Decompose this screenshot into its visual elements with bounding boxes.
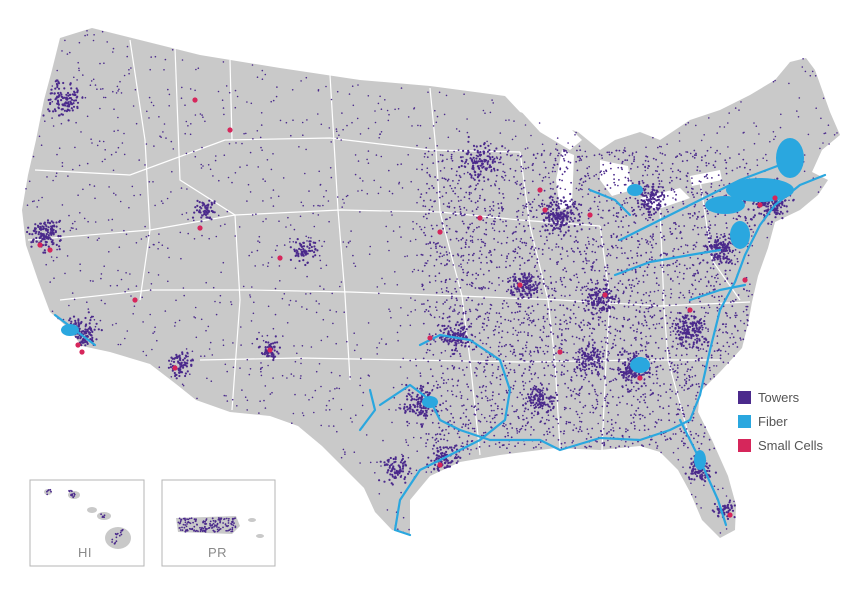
fiber-northeast-cluster: [61, 138, 804, 470]
legend-item-towers: Towers: [738, 386, 823, 408]
legend-label-small-cells: Small Cells: [758, 437, 824, 453]
hawaii-tower-dots: [46, 488, 124, 545]
legend-label-fiber: Fiber: [758, 413, 788, 429]
legend-item-small-cells: Small Cells: [738, 434, 823, 456]
towers-swatch: [738, 390, 751, 404]
great-lakes: [518, 108, 722, 210]
legend-label-towers: Towers: [758, 389, 800, 405]
map-legend: Towers Fiber Small Cells: [738, 386, 823, 458]
hawaii-label: HI: [78, 545, 92, 560]
small-cells-swatch: [738, 438, 751, 452]
puerto-rico-label: PR: [208, 545, 228, 560]
puerto-rico-tower-dots: [177, 517, 237, 533]
small-cell-dots: [37, 97, 778, 518]
fiber-swatch: [738, 414, 751, 428]
legend-item-fiber: Fiber: [738, 410, 823, 432]
state-borders: [27, 39, 751, 456]
fiber-lines: [53, 163, 827, 537]
